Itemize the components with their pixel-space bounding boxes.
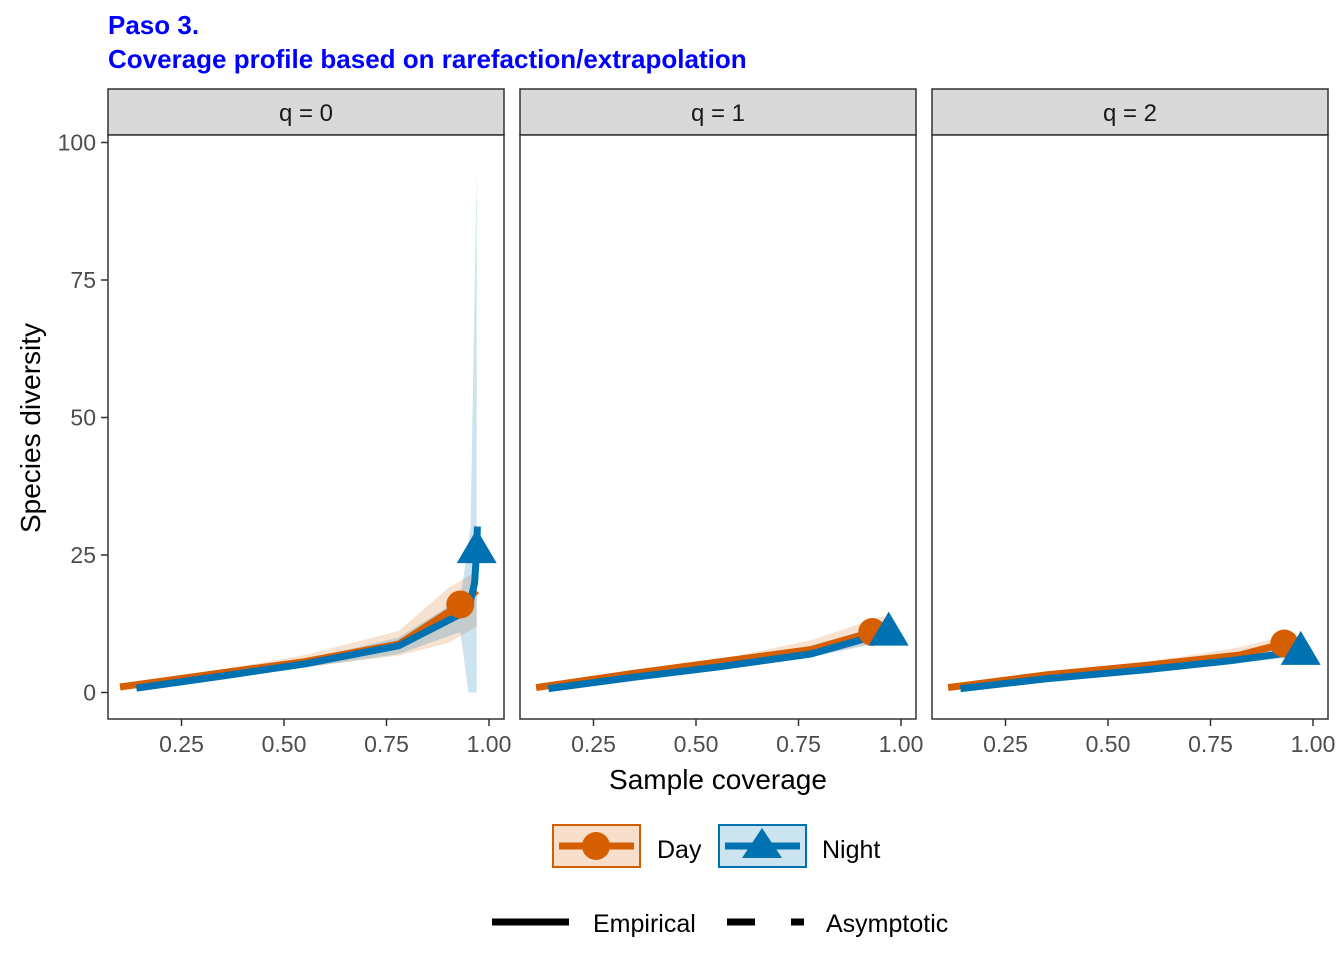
- plot-content: [119, 170, 482, 693]
- x-axis-label: Sample coverage: [609, 764, 827, 795]
- line-empirical-night: [547, 628, 890, 693]
- legend-key-marker-circle: [582, 832, 610, 860]
- y-tick-label: 25: [70, 542, 96, 568]
- chart-title-line-2: Coverage profile based on rarefaction/ex…: [108, 44, 747, 74]
- marker-night: [868, 611, 909, 646]
- x-tick-label: 1.00: [879, 731, 924, 757]
- facet-panel-1: q = 1 0.25 0.50 0.75 1.00: [519, 88, 924, 757]
- legend-key-marker-triangle: [742, 828, 782, 858]
- y-axis-label: Species diversity: [15, 323, 46, 533]
- chart-title-line-1: Paso 3.: [108, 10, 199, 40]
- facet-panels: q = 0 0.25 0.50 0.75 1.00 0 25 50 75 100 q = 1 0.25…: [58, 88, 1336, 757]
- marker-night: [1280, 630, 1321, 665]
- facet-strip-label: q = 1: [691, 100, 745, 127]
- facet-strip: [107, 88, 505, 136]
- legend: Day Night Empirical Asymptotic: [492, 824, 948, 938]
- x-tick-label: 0.25: [983, 731, 1028, 757]
- x-tick-label: 0.75: [776, 731, 821, 757]
- x-tick-label: 0.75: [364, 731, 409, 757]
- facet-strip: [519, 88, 917, 136]
- facet-plot-area: [931, 134, 1329, 720]
- x-tick-label: 1.00: [1291, 731, 1336, 757]
- x-tick-label: 1.00: [467, 731, 512, 757]
- x-tick-label: 0.50: [1086, 731, 1131, 757]
- marker-day: [446, 590, 475, 619]
- y-tick-label: 0: [83, 680, 96, 706]
- x-tick-label: 0.25: [159, 731, 204, 757]
- y-tick-label: 50: [70, 405, 96, 431]
- line-empirical-night: [135, 549, 481, 692]
- y-tick-label: 75: [70, 267, 96, 293]
- legend-label-asymptotic: Asymptotic: [826, 910, 948, 938]
- line-empirical-night: [960, 647, 1302, 693]
- facet-strip: [931, 88, 1329, 136]
- legend-label-day: Day: [657, 836, 702, 864]
- x-tick-label: 0.25: [571, 731, 616, 757]
- y-tick-label: 100: [58, 130, 96, 156]
- facet-plot-area: [519, 134, 917, 720]
- facet-strip-label: q = 2: [1103, 100, 1157, 127]
- x-tick-label: 0.75: [1188, 731, 1233, 757]
- x-tick-label: 0.50: [262, 731, 307, 757]
- plot-content: [947, 629, 1308, 693]
- facet-strip-label: q = 0: [279, 100, 333, 127]
- facet-panel-0: q = 0 0.25 0.50 0.75 1.00 0 25 50 75 100: [58, 88, 512, 757]
- marker-night: [456, 529, 497, 564]
- facet-panel-2: q = 2 0.25 0.50 0.75 1.00: [931, 88, 1336, 757]
- legend-label-empirical: Empirical: [593, 910, 696, 938]
- legend-label-night: Night: [822, 836, 880, 864]
- x-tick-label: 0.50: [674, 731, 719, 757]
